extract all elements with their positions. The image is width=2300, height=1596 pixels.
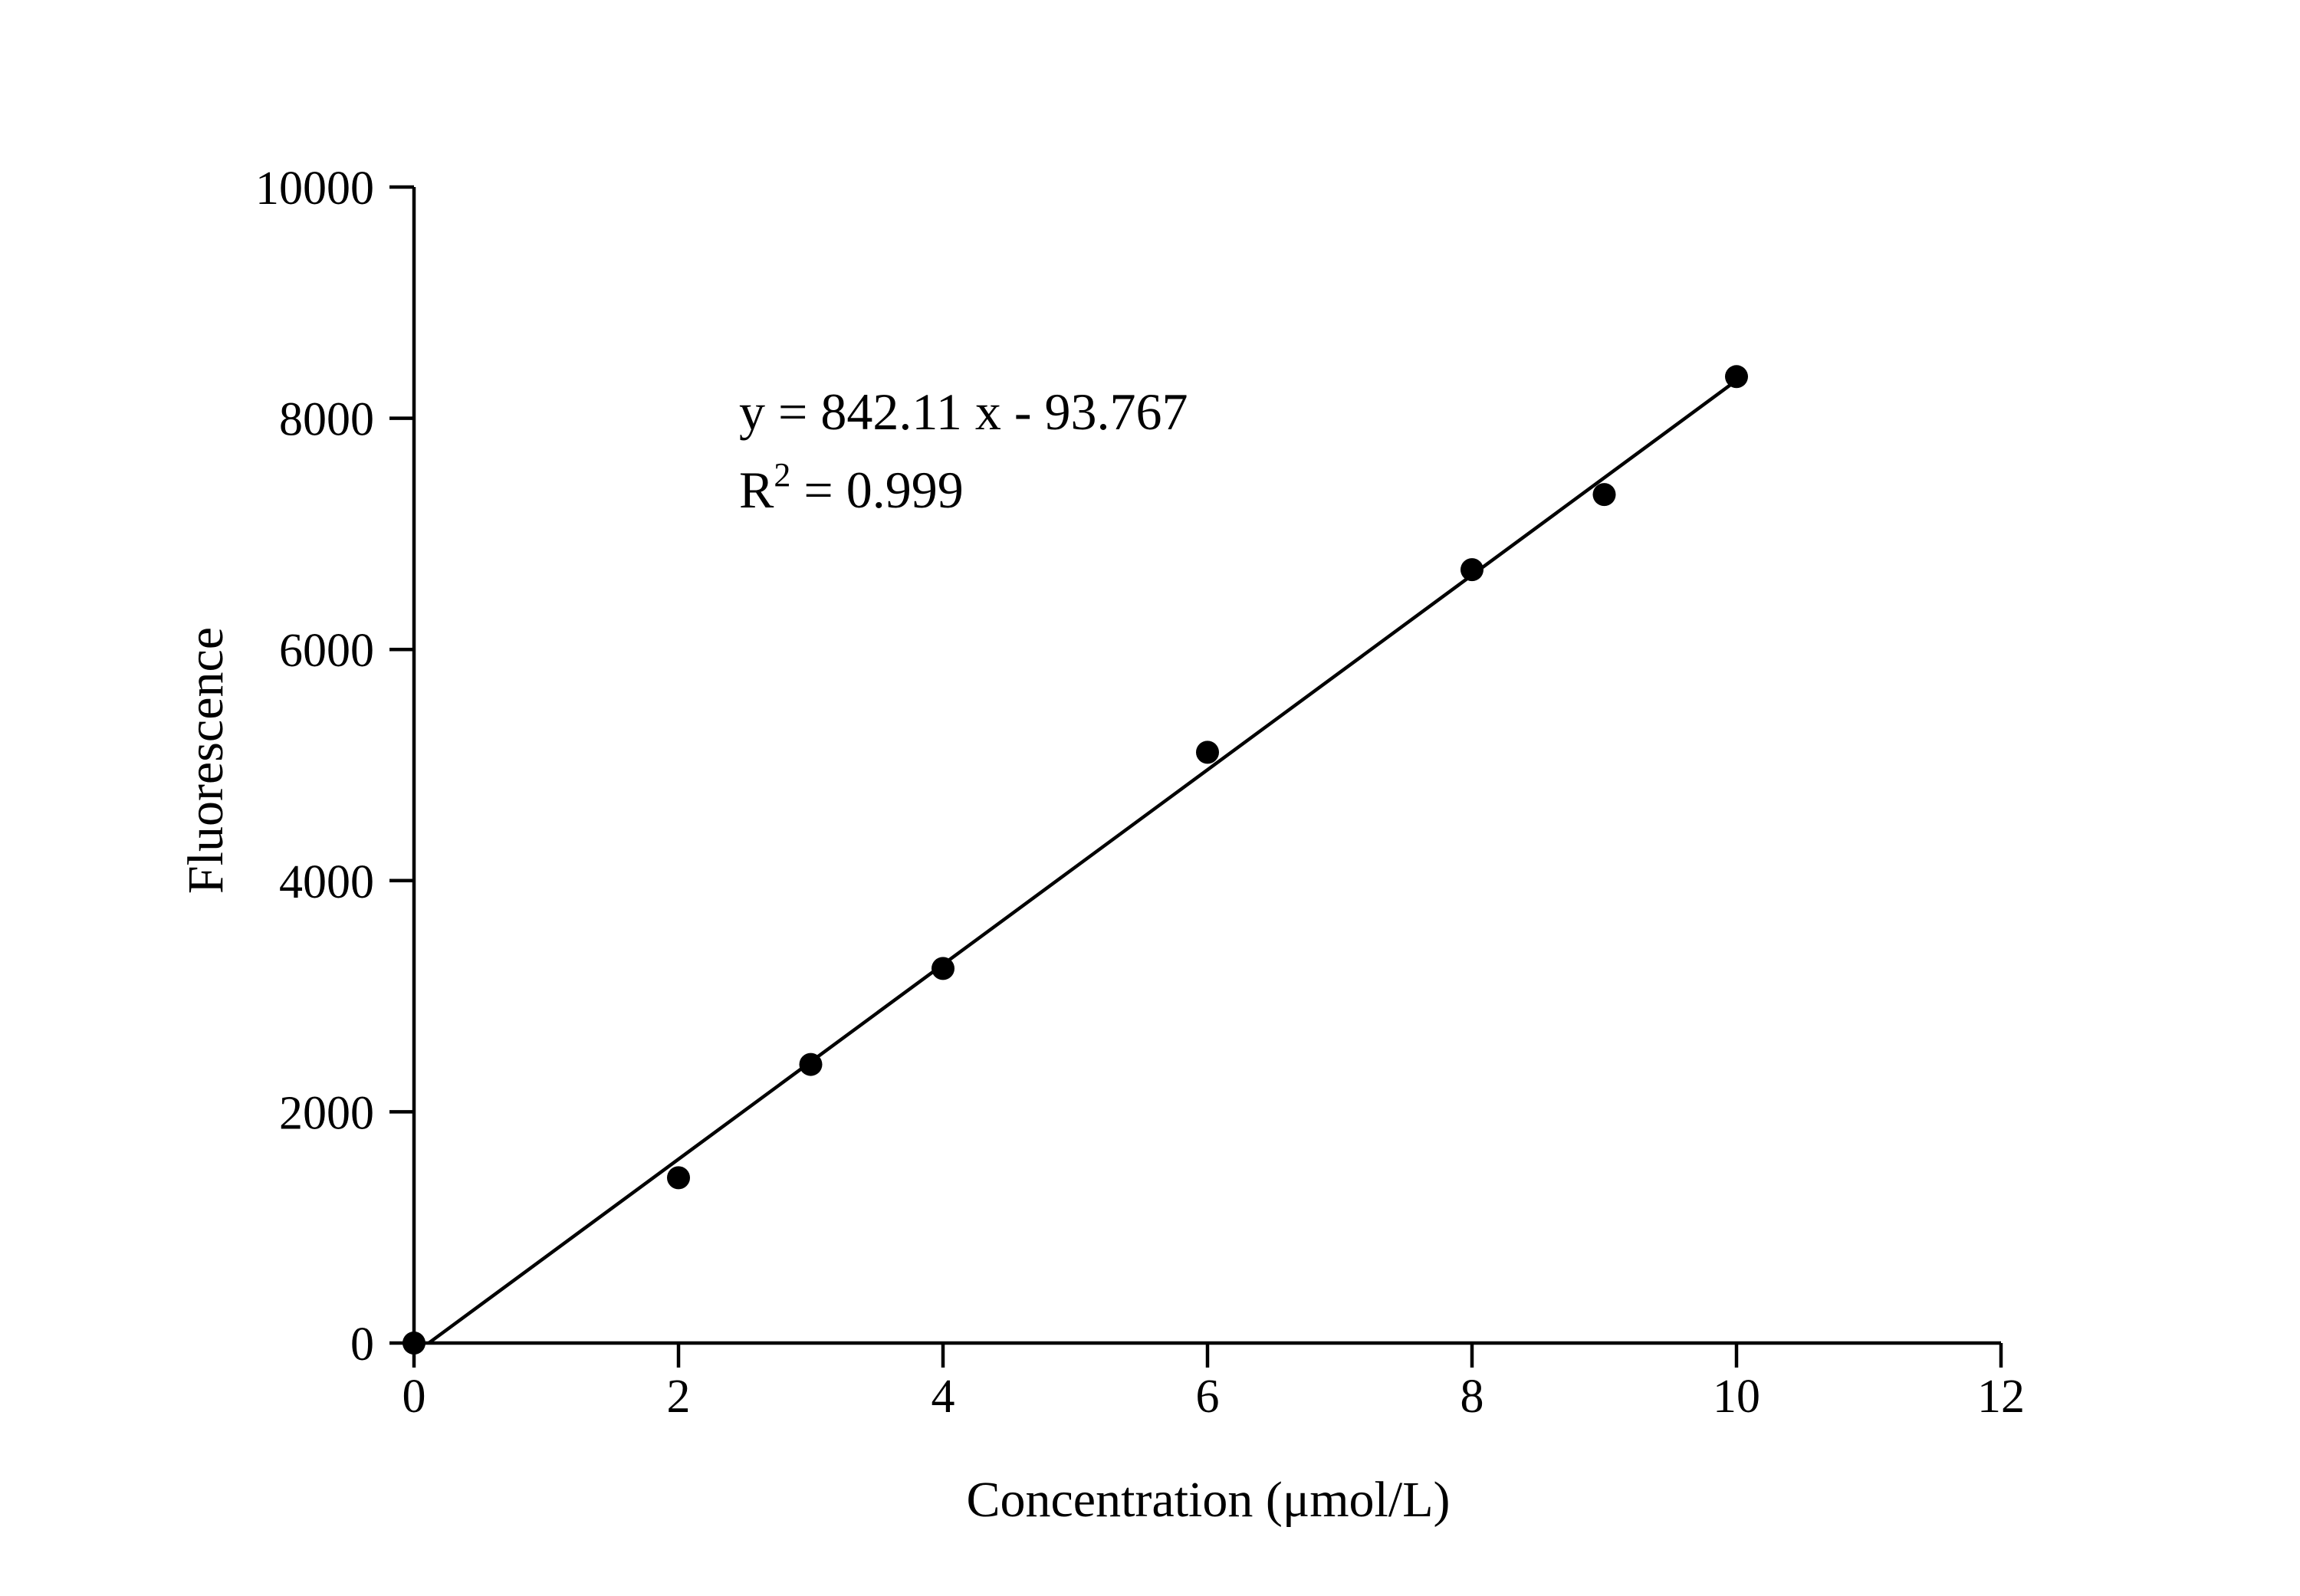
y-tick-label: 6000 [279,625,374,677]
data-point [1592,483,1616,507]
x-tick-label: 10 [1713,1371,1760,1423]
y-tick-label: 2000 [279,1087,374,1139]
y-tick-label: 0 [350,1319,374,1371]
r-squared-value: = 0.999 [790,461,963,519]
regression-line [427,379,1738,1345]
data-point [1460,558,1484,582]
data-point [1725,365,1748,389]
x-axis-title: Concentration (μmol/L) [966,1472,1450,1528]
data-point [799,1053,823,1076]
data-points [402,365,1748,1355]
y-tick-label: 8000 [279,394,374,446]
y-axis-title: Fluorescence [178,627,234,894]
data-point [1196,741,1219,764]
y-tick-label: 4000 [279,856,374,908]
ticks: 0 2 4 6 8 10 12 0 2000 4000 6000 8000 10000 [255,163,2025,1423]
r-squared-symbol: R [739,461,774,519]
x-tick-label: 4 [932,1371,955,1423]
data-point [932,957,955,980]
data-point [667,1166,690,1190]
y-tick-label: 10000 [255,163,374,215]
data-point [402,1332,426,1355]
x-tick-label: 12 [1977,1371,2025,1423]
x-tick-label: 8 [1460,1371,1484,1423]
x-tick-label: 6 [1196,1371,1220,1423]
r-squared-exponent: 2 [774,456,790,494]
regression-equation: y = 842.11 x - 93.767 [739,383,1188,441]
x-tick-label: 0 [402,1371,426,1423]
r-squared-label: R2 = 0.999 [739,456,964,519]
fit-line-layer [427,379,1738,1345]
x-tick-label: 2 [667,1371,691,1423]
axes [412,187,2001,1345]
